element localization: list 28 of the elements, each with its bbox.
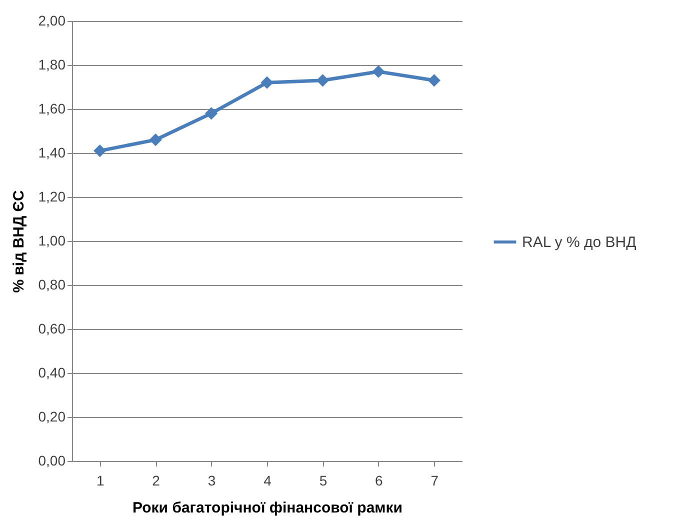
legend-label: RAL у % до ВНД (522, 234, 636, 251)
x-tick-label: 7 (430, 472, 439, 488)
x-tick-label: 5 (319, 472, 328, 488)
point (260, 76, 274, 89)
point (94, 144, 106, 158)
y-tick-label: 1,20 (38, 188, 66, 204)
point (204, 107, 218, 120)
x-axis-title: Роки багаторічної фінансової рамки (132, 500, 403, 516)
y-tick-label: 0,60 (38, 320, 66, 336)
y-tick-label: 2,00 (38, 12, 66, 28)
point (372, 65, 385, 78)
y-tick-label: 0,40 (38, 364, 66, 380)
y-tick-label: 1,60 (38, 100, 66, 116)
y-tick-label: 0,00 (38, 452, 66, 468)
x-tick-label: 6 (375, 472, 384, 488)
y-tick-label: 0,20 (38, 408, 66, 424)
y-tick-label: 1,40 (38, 144, 66, 160)
point (149, 133, 162, 146)
x-tick-label: 2 (152, 472, 160, 488)
x-tick-label: 1 (96, 472, 104, 488)
point (428, 74, 440, 87)
y-axis-title: % від ВНД ЄС (10, 190, 28, 293)
y-tick-label: 1,80 (38, 56, 66, 72)
y-tick-label: 0,80 (38, 276, 66, 292)
x-tick-label: 4 (264, 472, 272, 488)
x-tick-label: 3 (208, 472, 216, 488)
y-tick-label: 1,00 (38, 232, 66, 248)
point (316, 74, 330, 87)
